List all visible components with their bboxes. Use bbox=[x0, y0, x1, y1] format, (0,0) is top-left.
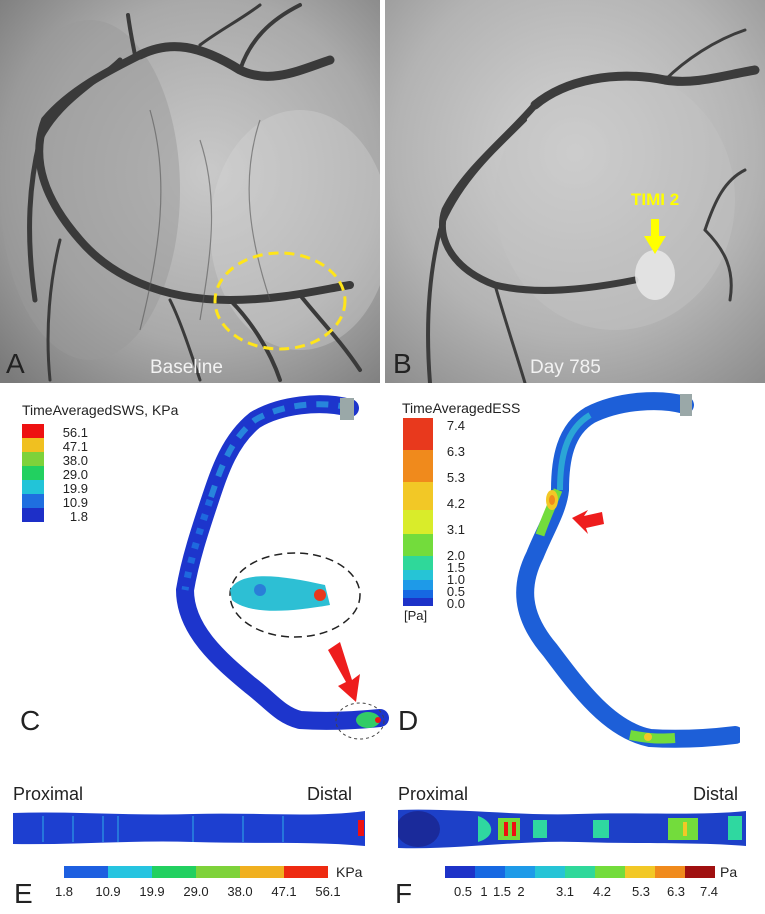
legend-swatch-1 bbox=[403, 418, 433, 450]
tick-label: 1.5 bbox=[493, 884, 511, 899]
legend-value: 38.0 bbox=[48, 453, 88, 468]
colorbar-f-segment bbox=[565, 866, 595, 878]
panel-letter-e: E bbox=[14, 878, 33, 910]
legend-swatch-2 bbox=[403, 450, 433, 482]
colorbar-e bbox=[64, 866, 328, 878]
colorbar-f-segment bbox=[505, 866, 535, 878]
legend-swatch-5 bbox=[22, 480, 44, 494]
colorbar-e-segment bbox=[284, 866, 328, 878]
panel-letter-d: D bbox=[398, 705, 418, 737]
tick-label: 47.1 bbox=[271, 884, 296, 899]
tick-label: 29.0 bbox=[183, 884, 208, 899]
colorbar-f-segment bbox=[445, 866, 475, 878]
panel-letter-b: B bbox=[393, 348, 412, 380]
legend-swatch-10 bbox=[403, 598, 433, 606]
tick-label: 7.4 bbox=[700, 884, 718, 899]
legend-swatch-4 bbox=[22, 466, 44, 480]
tick-label: 1 bbox=[480, 884, 487, 899]
colorbar-e-unit: KPa bbox=[336, 864, 362, 880]
caption-baseline: Baseline bbox=[150, 357, 223, 379]
legend-value: 29.0 bbox=[48, 467, 88, 482]
colorbar-f-segment bbox=[475, 866, 505, 878]
tick-label: 6.3 bbox=[667, 884, 685, 899]
legend-swatch-4 bbox=[403, 510, 433, 534]
legend-swatch-5 bbox=[403, 534, 433, 556]
colorbar-e-segment bbox=[196, 866, 240, 878]
legend-unit-ess: [Pa] bbox=[404, 608, 427, 623]
legend-value: 6.3 bbox=[433, 444, 465, 459]
colorbar-e-segment bbox=[108, 866, 152, 878]
unrolled-map-ess bbox=[398, 806, 746, 852]
red-left-arrow-icon bbox=[572, 510, 604, 534]
tick-label: 10.9 bbox=[95, 884, 120, 899]
angiogram-baseline: A Baseline bbox=[0, 0, 380, 383]
panel-letter-f: F bbox=[395, 878, 412, 910]
colorbar-f-segment bbox=[625, 866, 655, 878]
legend-swatch-1 bbox=[22, 424, 44, 438]
vessel-model-ess bbox=[490, 390, 740, 750]
panel-letter-a: A bbox=[6, 348, 25, 380]
legend-value: 1.8 bbox=[48, 509, 88, 524]
label-distal-e: Distal bbox=[307, 784, 352, 805]
tick-label: 5.3 bbox=[632, 884, 650, 899]
colorbar-e-segment bbox=[152, 866, 196, 878]
label-distal-f: Distal bbox=[693, 784, 738, 805]
label-proximal-f: Proximal bbox=[398, 784, 468, 805]
legend-value: 56.1 bbox=[48, 425, 88, 440]
tick-label: 0.5 bbox=[454, 884, 472, 899]
colorbar-f-segment bbox=[655, 866, 685, 878]
legend-swatch-7 bbox=[403, 570, 433, 580]
caption-day785: Day 785 bbox=[530, 357, 601, 379]
legend-value: 0.0 bbox=[433, 596, 465, 611]
legend-swatch-7 bbox=[22, 508, 44, 522]
tick-label: 2 bbox=[517, 884, 524, 899]
colorbar-f bbox=[445, 866, 715, 878]
tick-label: 38.0 bbox=[227, 884, 252, 899]
legend-value: 47.1 bbox=[48, 439, 88, 454]
angiogram-baseline-image bbox=[0, 0, 380, 383]
unrolled-map-sws bbox=[13, 808, 365, 850]
tick-label: 1.8 bbox=[55, 884, 73, 899]
legend-title-sws: TimeAveragedSWS, KPa bbox=[22, 402, 178, 418]
legend-swatch-2 bbox=[22, 438, 44, 452]
legend-colorbar-ess bbox=[403, 418, 433, 606]
tick-label: 19.9 bbox=[139, 884, 164, 899]
label-proximal-e: Proximal bbox=[13, 784, 83, 805]
colorbar-f-segment bbox=[535, 866, 565, 878]
legend-colorbar-sws bbox=[22, 424, 44, 522]
red-down-arrow-icon bbox=[328, 642, 360, 702]
legend-swatch-3 bbox=[22, 452, 44, 466]
legend-value: 3.1 bbox=[433, 522, 465, 537]
colorbar-f-segment bbox=[595, 866, 625, 878]
legend-swatch-6 bbox=[403, 556, 433, 570]
legend-swatch-6 bbox=[22, 494, 44, 508]
colorbar-f-unit: Pa bbox=[720, 864, 737, 880]
colorbar-e-segment bbox=[64, 866, 108, 878]
colorbar-e-segment bbox=[240, 866, 284, 878]
colorbar-f-segment bbox=[685, 866, 715, 878]
legend-swatch-9 bbox=[403, 590, 433, 598]
panel-letter-c: C bbox=[20, 705, 40, 737]
legend-value: 19.9 bbox=[48, 481, 88, 496]
legend-value: 4.2 bbox=[433, 496, 465, 511]
legend-swatch-8 bbox=[403, 580, 433, 590]
vessel-model-sws bbox=[160, 390, 400, 750]
tick-label: 56.1 bbox=[315, 884, 340, 899]
legend-value: 5.3 bbox=[433, 470, 465, 485]
tick-label: 4.2 bbox=[593, 884, 611, 899]
angiogram-day785: TIMI 2 B Day 785 bbox=[385, 0, 765, 383]
legend-swatch-3 bbox=[403, 482, 433, 510]
angiogram-day785-image bbox=[385, 0, 765, 383]
legend-value: 7.4 bbox=[433, 418, 465, 433]
tick-label: 3.1 bbox=[556, 884, 574, 899]
annotation-timi2: TIMI 2 bbox=[631, 190, 679, 210]
legend-value: 10.9 bbox=[48, 495, 88, 510]
